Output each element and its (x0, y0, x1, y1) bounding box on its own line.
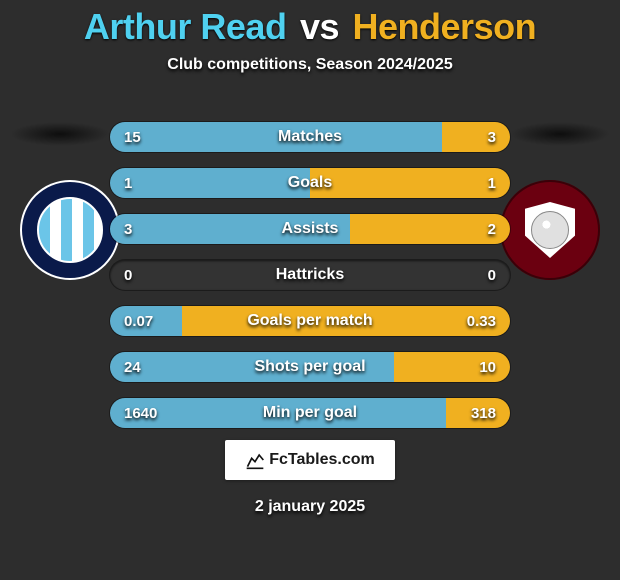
stat-row: Goals per match0.070.33 (110, 306, 510, 336)
bar-left (110, 168, 310, 198)
stat-value-right: 0 (488, 260, 496, 290)
bar-right (394, 352, 510, 382)
bar-left (110, 214, 350, 244)
bar-left (110, 306, 182, 336)
subtitle: Club competitions, Season 2024/2025 (0, 56, 620, 74)
brand-text: FcTables.com (269, 451, 375, 469)
stat-row: Goals11 (110, 168, 510, 198)
club-crest-right (500, 180, 600, 280)
stat-row: Min per goal1640318 (110, 398, 510, 428)
stat-value-left: 0 (124, 260, 132, 290)
crest-right-outer (500, 180, 600, 280)
bar-left (110, 398, 446, 428)
bar-right (350, 214, 510, 244)
bar-right (442, 122, 510, 152)
bar-right (182, 306, 510, 336)
chart-icon (245, 450, 265, 470)
stats-panel: Matches153 Goals11 Assists32 Hattricks0 0 Goa… (110, 122, 510, 444)
comparison-title: Arthur Read vs Henderson (0, 0, 620, 48)
stat-row: Hattricks0 0 (110, 260, 510, 290)
bar-left (110, 352, 394, 382)
bar-right (446, 398, 510, 428)
bar-right (310, 168, 510, 198)
crest-right-shield (525, 202, 575, 258)
stat-row: Shots per goal2410 (110, 352, 510, 382)
club-crest-left (20, 180, 120, 280)
vs-label: vs (300, 6, 339, 47)
bar-left (110, 122, 442, 152)
stat-row: Matches153 (110, 122, 510, 152)
crest-left-outer (20, 180, 120, 280)
stat-row: Assists32 (110, 214, 510, 244)
avatar-shadow-left (10, 122, 110, 146)
footer-date: 2 january 2025 (0, 498, 620, 516)
brand-badge[interactable]: FcTables.com (225, 440, 395, 480)
player1-name: Arthur Read (84, 6, 287, 47)
stat-label: Hattricks (110, 260, 510, 290)
crest-left-stripes (37, 197, 103, 263)
player2-name: Henderson (353, 6, 537, 47)
avatar-shadow-right (510, 122, 610, 146)
